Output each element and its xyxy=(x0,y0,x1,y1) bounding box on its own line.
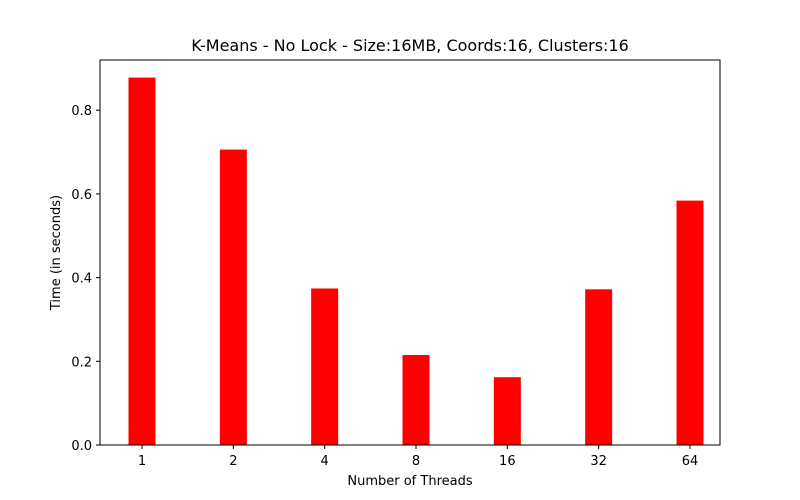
y-tick-label: 0.4 xyxy=(71,272,92,287)
bar-32 xyxy=(585,289,613,445)
y-tick-label: 0.6 xyxy=(71,188,92,203)
x-tick-label: 16 xyxy=(499,454,516,469)
bar-4 xyxy=(311,288,339,445)
x-tick-label: 2 xyxy=(229,454,237,469)
bar-1 xyxy=(128,77,156,446)
bar-16 xyxy=(493,377,521,445)
y-axis-label: Time (in seconds) xyxy=(49,195,64,311)
y-tick-label: 0.2 xyxy=(71,355,92,370)
plot-area-frame xyxy=(99,59,721,446)
y-tick-label: 0.8 xyxy=(71,104,92,119)
bar-64 xyxy=(676,200,704,445)
x-tick-label: 32 xyxy=(590,454,607,469)
bar-2 xyxy=(219,149,247,445)
x-tick-label: 4 xyxy=(321,454,329,469)
chart-title: K-Means - No Lock - Size:16MB, Coords:16… xyxy=(191,36,629,55)
y-axis-ticks: 0.0 0.2 0.4 0.6 0.8 xyxy=(71,104,100,454)
y-tick-label: 0.0 xyxy=(71,439,92,454)
bars-group xyxy=(128,77,704,446)
x-tick-label: 64 xyxy=(682,454,699,469)
x-axis-label: Number of Threads xyxy=(347,474,472,489)
x-tick-label: 8 xyxy=(412,454,420,469)
bar-8 xyxy=(402,355,430,445)
x-tick-label: 1 xyxy=(138,454,146,469)
x-axis-ticks: 1 2 4 8 16 32 64 xyxy=(138,445,698,469)
